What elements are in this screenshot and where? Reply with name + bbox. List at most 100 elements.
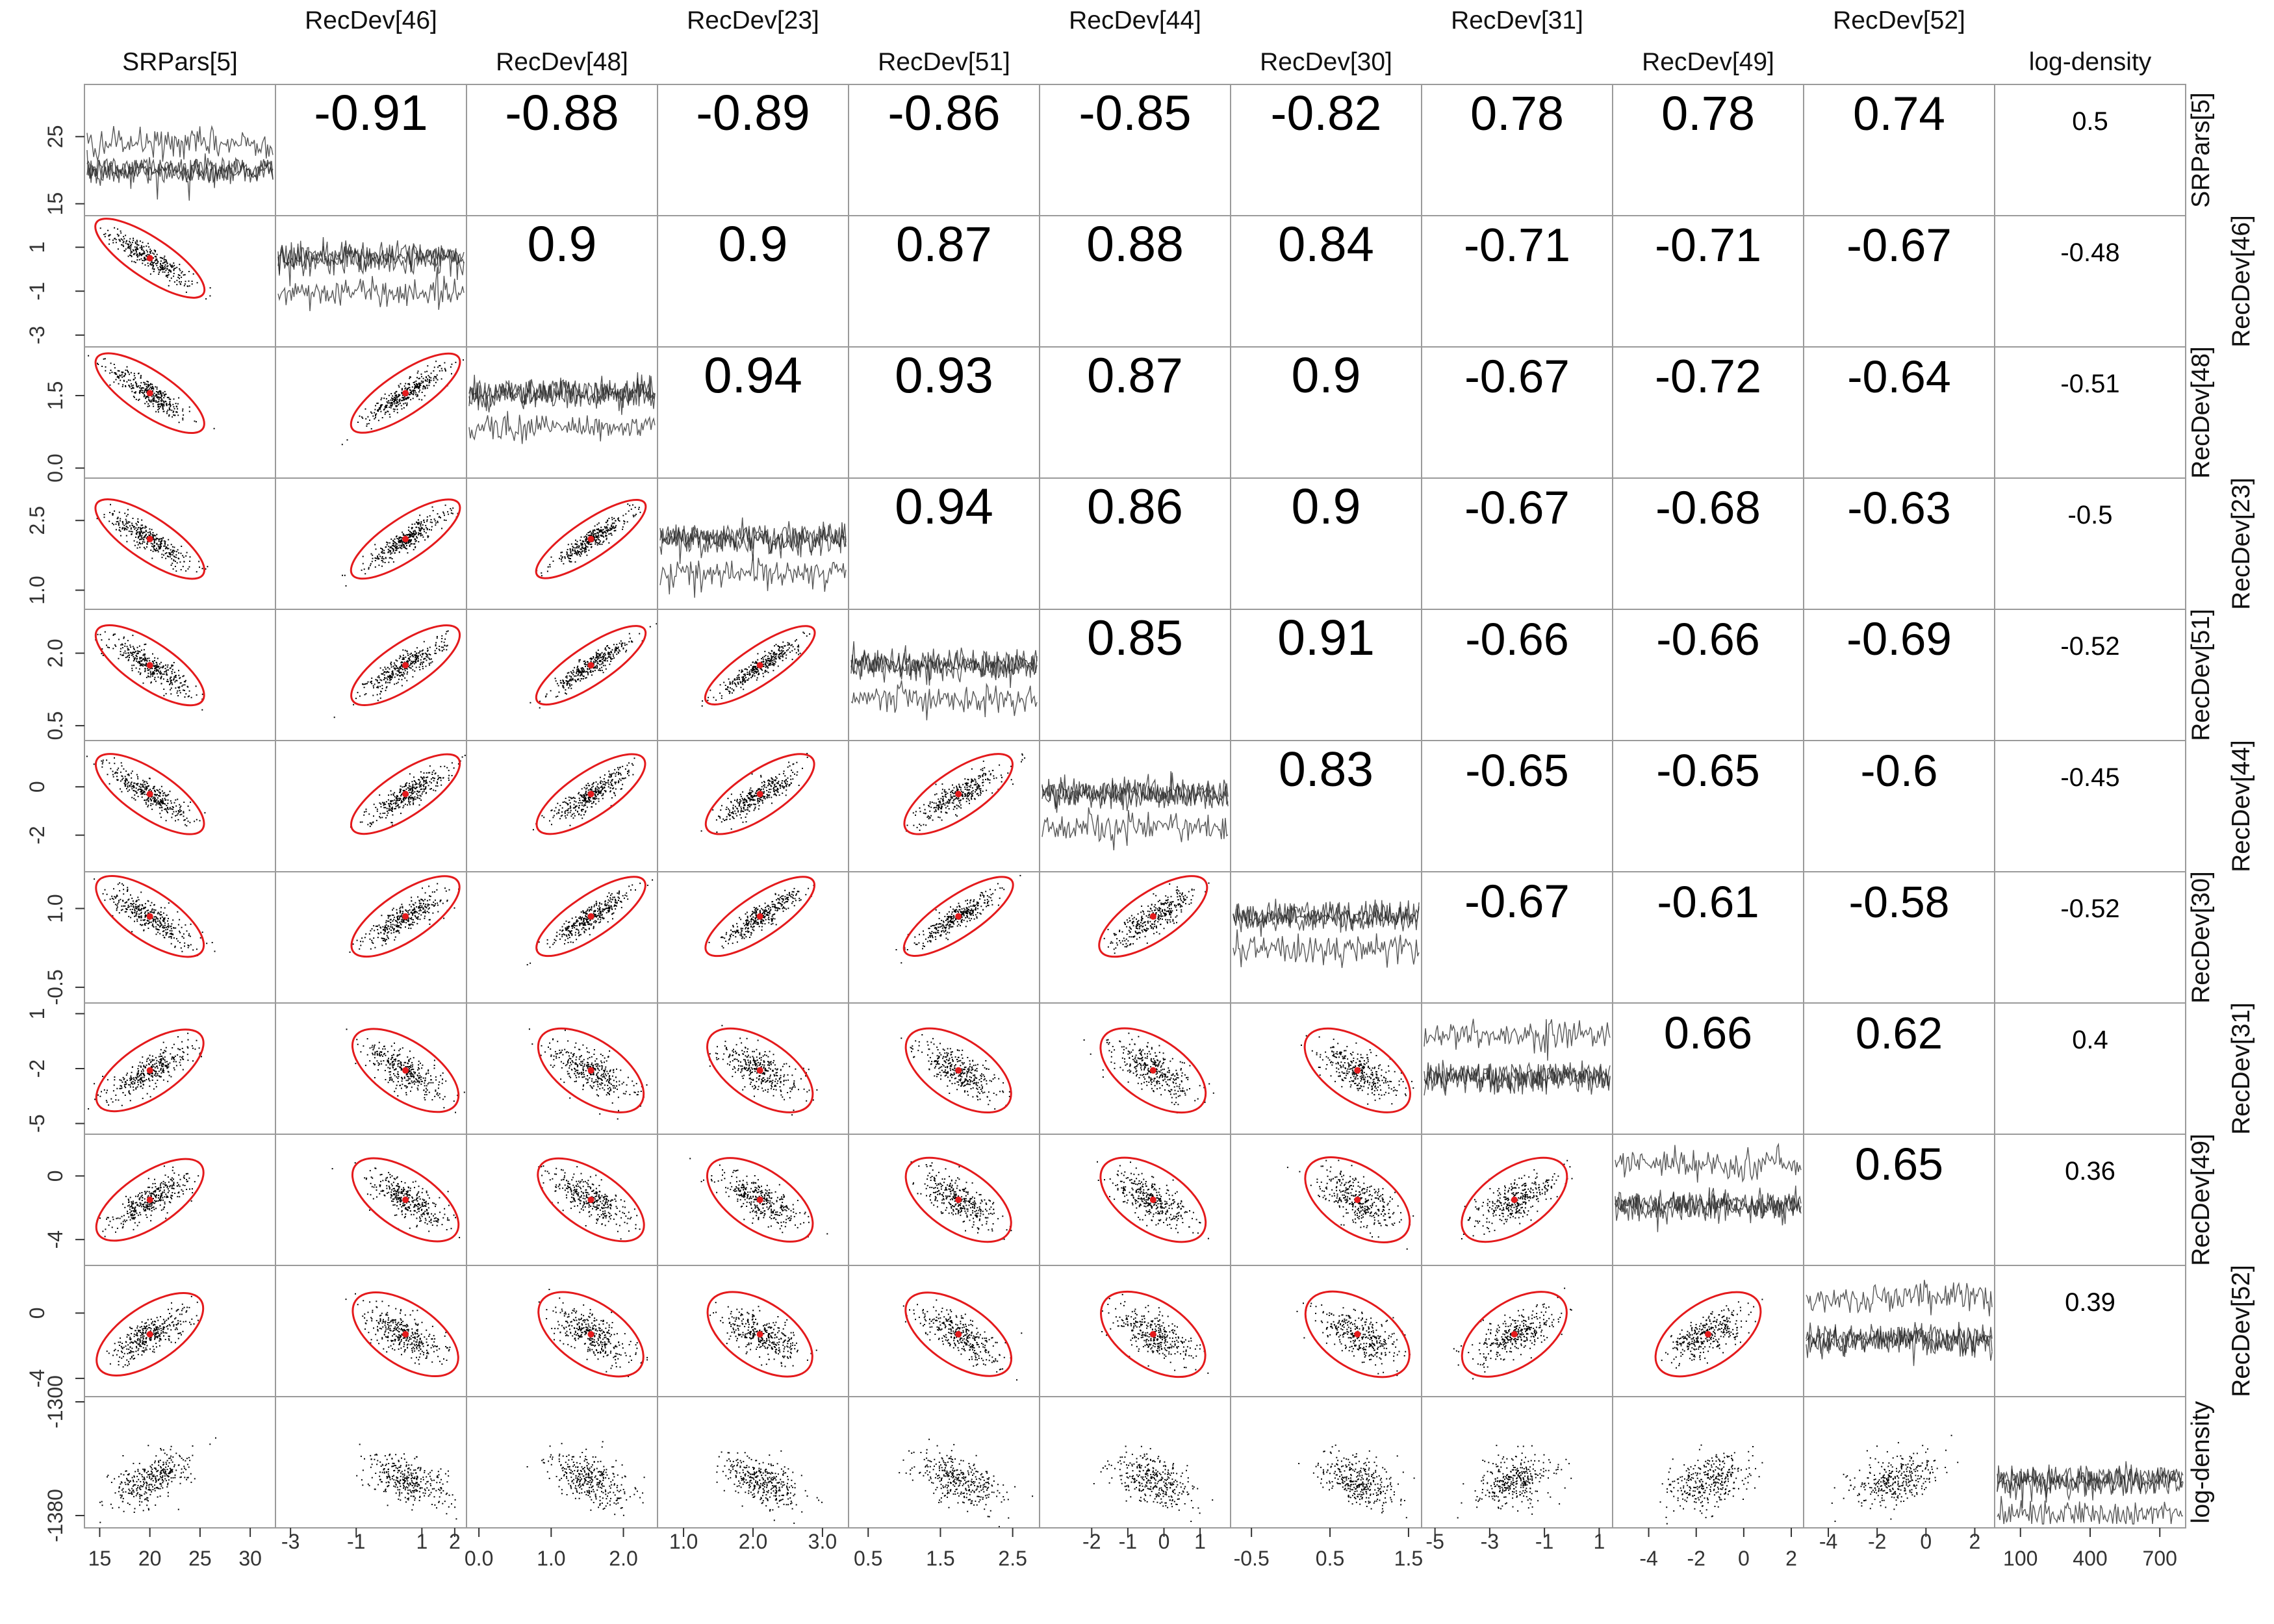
scatter-points-log-density-vs-recdev-49 [1659, 1444, 1763, 1525]
confidence-ellipse-recdev-52-vs-recdev-49 [1654, 1291, 1762, 1378]
trace-srpars-5-chain-2 [86, 153, 274, 200]
x-tick-label: 15 [88, 1547, 112, 1570]
trace-recdev-52-chain-2 [1806, 1322, 1993, 1358]
x-tick-label: 25 [188, 1547, 212, 1570]
correlation-recdev-23-log-density: -0.5 [2068, 501, 2113, 529]
y-tick-label: -4 [25, 1369, 49, 1388]
confidence-ellipse-recdev-52-vs-recdev-44 [1100, 1290, 1207, 1378]
correlation-srpars-5-log-density: 0.5 [2072, 107, 2108, 136]
correlation-recdev-46-recdev-49: -0.71 [1655, 220, 1761, 272]
mean-point-recdev-23-vs-recdev-48 [587, 535, 594, 542]
y-tick-label: -1 [25, 282, 49, 300]
x-tick-label: -2 [1868, 1530, 1886, 1553]
confidence-ellipse-recdev-49-vs-recdev-30 [1304, 1156, 1411, 1243]
correlation-recdev-46-recdev-30: 0.84 [1278, 217, 1374, 272]
cell-recdev-30-vs-log-density: -0.52 [1994, 871, 2186, 1004]
right-label-recdev-49: RecDev[49] [2187, 1134, 2215, 1266]
mean-point-recdev-52-vs-recdev-49 [1705, 1331, 1711, 1338]
trace-recdev-30-chain-4 [1233, 929, 1420, 969]
x-tick-label: 0.5 [854, 1547, 882, 1570]
correlation-recdev-31-recdev-49: 0.66 [1664, 1008, 1752, 1058]
confidence-ellipse-recdev-48-vs-srpars-5 [94, 352, 205, 435]
mean-point-recdev-49-vs-recdev-31 [1511, 1197, 1518, 1203]
correlation-recdev-23-recdev-51: 0.94 [895, 477, 993, 535]
correlation-srpars-5-recdev-49: 0.78 [1661, 86, 1755, 140]
mean-point-recdev-30-vs-srpars-5 [146, 913, 153, 920]
trace-log-density-chain-3 [1997, 1465, 2184, 1497]
y-tick-label: 2.0 [44, 639, 67, 667]
right-label-recdev-52: RecDev[52] [2227, 1265, 2255, 1397]
x-tick-label: 700 [2143, 1547, 2177, 1570]
cell-recdev-48-vs-log-density: -0.51 [1994, 346, 2186, 479]
confidence-ellipse-recdev-49-vs-recdev-31 [1461, 1156, 1568, 1243]
confidence-ellipse-recdev-52-vs-srpars-5 [96, 1292, 205, 1377]
correlation-recdev-48-recdev-23: 0.94 [704, 346, 802, 403]
right-label-recdev-46: RecDev[46] [2227, 215, 2255, 348]
trace-log-density-chain-2 [1997, 1461, 2184, 1508]
correlation-recdev-48-recdev-31: -0.67 [1464, 351, 1570, 403]
scatter-points-recdev-30-vs-recdev-48 [526, 879, 654, 966]
correlation-recdev-46-recdev-51: 0.87 [896, 217, 992, 272]
cell-srpars-5-vs-srpars-5 [84, 84, 276, 216]
correlation-srpars-5-recdev-31: 0.78 [1470, 86, 1564, 140]
top-label-srpars-5: SRPars[5] [122, 48, 238, 76]
mean-point-recdev-52-vs-recdev-30 [1354, 1331, 1361, 1338]
confidence-ellipse-recdev-49-vs-recdev-44 [1099, 1156, 1207, 1243]
mean-point-recdev-49-vs-srpars-5 [146, 1197, 153, 1203]
mean-point-recdev-31-vs-recdev-48 [587, 1067, 594, 1074]
correlation-srpars-5-recdev-52: 0.74 [1853, 88, 1945, 140]
scatter-points-log-density-vs-recdev-48 [526, 1441, 645, 1516]
trace-srpars-5-chain-3 [86, 157, 274, 201]
mean-point-recdev-48-vs-srpars-5 [146, 390, 153, 397]
x-tick-label: 1 [416, 1530, 428, 1553]
correlation-recdev-23-recdev-44: 0.86 [1087, 479, 1183, 535]
mean-point-recdev-52-vs-recdev-44 [1149, 1331, 1156, 1338]
confidence-ellipse-recdev-46-vs-srpars-5 [94, 218, 206, 299]
mean-point-recdev-52-vs-recdev-51 [955, 1331, 962, 1338]
mean-point-recdev-51-vs-recdev-23 [756, 662, 763, 669]
correlation-srpars-5-recdev-23: -0.89 [696, 85, 810, 141]
correlation-recdev-48-recdev-30: 0.9 [1291, 348, 1361, 403]
correlation-recdev-51-recdev-52: -0.69 [1846, 614, 1952, 665]
scatter-points-log-density-vs-recdev-30 [1298, 1444, 1415, 1519]
trace-recdev-52-chain-1 [1806, 1323, 1993, 1366]
trace-recdev-46-chain-1 [277, 236, 465, 286]
x-tick-label: 2.0 [609, 1547, 637, 1570]
right-label-recdev-44: RecDev[44] [2227, 740, 2255, 872]
correlation-recdev-44-recdev-49: -0.65 [1656, 745, 1760, 796]
y-tick-label: 0 [25, 781, 49, 793]
mean-point-recdev-31-vs-recdev-51 [955, 1067, 962, 1074]
correlation-recdev-49-recdev-52: 0.65 [1855, 1139, 1943, 1189]
x-tick-label: 2.5 [998, 1547, 1027, 1570]
mean-point-recdev-30-vs-recdev-48 [587, 913, 594, 920]
right-label-recdev-31: RecDev[31] [2227, 1002, 2255, 1135]
x-tick-label: -3 [1481, 1530, 1499, 1553]
top-label-recdev-30: RecDev[30] [1260, 48, 1392, 76]
mean-point-recdev-51-vs-recdev-46 [402, 662, 409, 669]
correlation-recdev-23-recdev-52: -0.63 [1847, 483, 1951, 533]
mean-point-recdev-46-vs-srpars-5 [146, 255, 153, 262]
confidence-ellipse-recdev-51-vs-srpars-5 [94, 624, 205, 707]
x-tick-label: 2 [1785, 1547, 1797, 1570]
x-tick-label: 0 [1738, 1547, 1750, 1570]
correlation-recdev-30-recdev-52: -0.58 [1849, 878, 1950, 927]
cell-recdev-51-vs-recdev-49: -0.66 [1612, 609, 1804, 741]
confidence-ellipse-recdev-49-vs-recdev-46 [351, 1157, 460, 1243]
scatter-points-recdev-44-vs-recdev-48 [532, 757, 635, 831]
mean-point-recdev-52-vs-recdev-23 [756, 1331, 763, 1338]
scatter-points-recdev-51-vs-recdev-46 [333, 630, 449, 718]
trace-recdev-44-chain-4 [1041, 807, 1229, 850]
trace-recdev-48-chain-4 [468, 411, 656, 444]
trace-recdev-49-chain-1 [1615, 1191, 1802, 1226]
scatter-points-log-density-vs-recdev-44 [1093, 1445, 1214, 1522]
confidence-ellipse-recdev-44-vs-srpars-5 [94, 753, 205, 835]
correlation-recdev-31-log-density: 0.4 [2072, 1026, 2108, 1054]
cell-srpars-5-vs-recdev-44: -0.85 [1039, 84, 1231, 216]
x-tick-label: 1 [1593, 1530, 1605, 1553]
cell-log-density-vs-log-density [1994, 1396, 2186, 1529]
correlation-recdev-23-recdev-30: 0.9 [1291, 479, 1361, 535]
confidence-ellipse-recdev-30-vs-srpars-5 [95, 874, 205, 958]
mean-point-recdev-52-vs-recdev-31 [1511, 1331, 1518, 1338]
scatter-points-log-density-vs-recdev-51 [899, 1438, 1034, 1528]
scatter-points-recdev-52-vs-recdev-49 [1661, 1299, 1763, 1369]
